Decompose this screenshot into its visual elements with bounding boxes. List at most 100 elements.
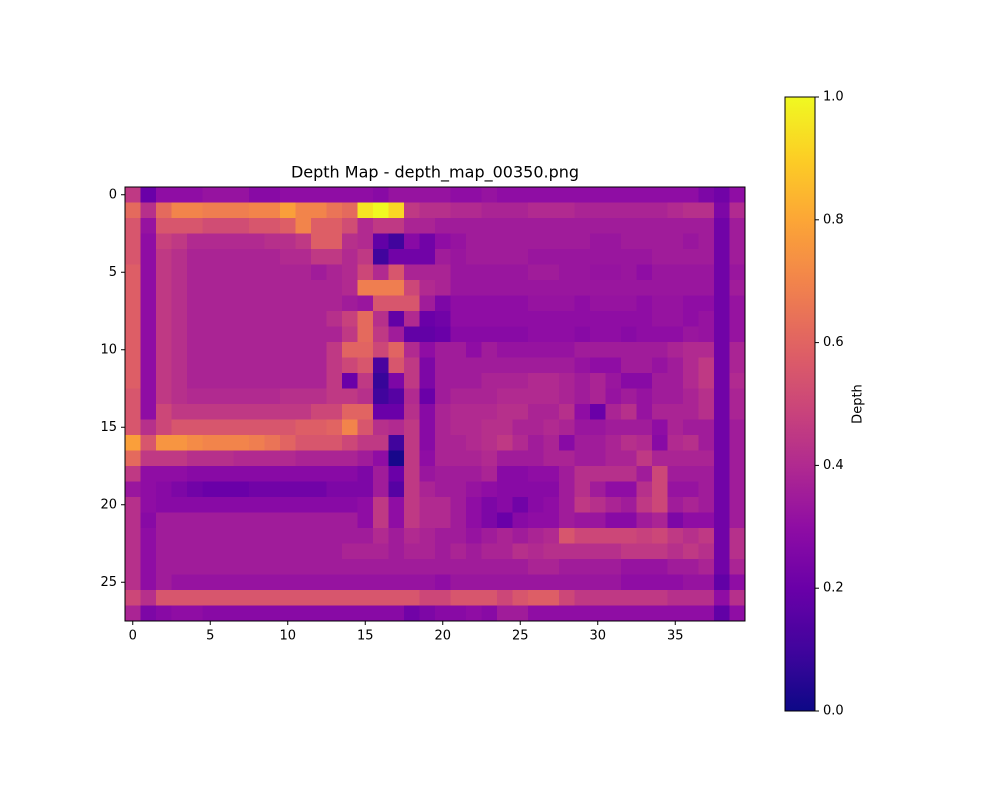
- heatmap-cell: [574, 590, 591, 606]
- heatmap-cell: [218, 233, 234, 250]
- heatmap-cell: [388, 419, 405, 436]
- heatmap-cell: [357, 404, 374, 420]
- colorbar: [784, 96, 816, 712]
- heatmap-cell: [156, 187, 172, 203]
- heatmap-cell: [140, 605, 157, 622]
- heatmap-cell: [171, 466, 188, 482]
- heatmap-cell: [652, 404, 668, 420]
- heatmap-cell: [450, 342, 467, 358]
- heatmap-cell: [125, 528, 141, 544]
- heatmap-cell: [621, 202, 637, 219]
- heatmap-cell: [311, 311, 327, 327]
- heatmap-cell: [714, 373, 730, 389]
- heatmap-cell: [512, 528, 529, 544]
- heatmap-cell: [574, 187, 591, 203]
- heatmap-cell: [435, 559, 451, 575]
- heatmap-cell: [667, 388, 684, 405]
- heatmap-cell: [280, 357, 296, 374]
- heatmap-cell: [140, 450, 157, 467]
- heatmap-cell: [605, 326, 622, 343]
- heatmap-cell: [342, 559, 358, 575]
- heatmap-cell: [295, 233, 312, 250]
- heatmap-cell: [156, 435, 172, 451]
- heatmap-cell: [171, 280, 188, 296]
- heatmap-cell: [559, 450, 575, 467]
- heatmap-cell: [729, 311, 746, 327]
- heatmap-cell: [187, 559, 203, 575]
- heatmap-cell: [652, 435, 668, 451]
- heatmap-cell: [404, 574, 420, 591]
- heatmap-cell: [311, 249, 327, 265]
- heatmap-cell: [202, 249, 219, 265]
- x-tick-label: 5: [206, 629, 214, 644]
- heatmap-cell: [342, 435, 358, 451]
- heatmap-cell: [156, 357, 172, 374]
- heatmap-cell: [249, 559, 265, 575]
- heatmap-cell: [729, 202, 746, 219]
- heatmap-cell: [373, 342, 389, 358]
- heatmap-cell: [574, 280, 591, 296]
- heatmap-cell: [621, 311, 637, 327]
- heatmap-cell: [652, 481, 668, 498]
- heatmap-cell: [590, 249, 606, 265]
- heatmap-cell: [419, 264, 436, 281]
- colorbar-label: Depth: [851, 384, 866, 424]
- heatmap-cell: [311, 264, 327, 281]
- heatmap-cell: [125, 187, 141, 203]
- x-tick-label: 15: [357, 629, 374, 644]
- x-tick-label: 25: [512, 629, 529, 644]
- heatmap-cell: [264, 187, 281, 203]
- heatmap-cell: [311, 481, 327, 498]
- heatmap-cell: [528, 388, 544, 405]
- heatmap-cell: [559, 342, 575, 358]
- heatmap-cell: [714, 280, 730, 296]
- heatmap-cell: [404, 512, 420, 529]
- heatmap-cell: [450, 543, 467, 560]
- heatmap-cell: [435, 435, 451, 451]
- heatmap-cell: [605, 202, 622, 219]
- heatmap-cell: [419, 450, 436, 467]
- heatmap-cell: [714, 357, 730, 374]
- heatmap-cell: [497, 187, 513, 203]
- heatmap-cell: [450, 311, 467, 327]
- heatmap-cell: [559, 187, 575, 203]
- heatmap-cell: [543, 512, 560, 529]
- heatmap-cell: [342, 280, 358, 296]
- y-tick-label: 5: [109, 265, 117, 280]
- heatmap-cell: [450, 450, 467, 467]
- heatmap-cell: [218, 264, 234, 281]
- heatmap-cell: [683, 187, 699, 203]
- heatmap-cell: [497, 559, 513, 575]
- heatmap-cell: [125, 481, 141, 498]
- x-tick-label: 20: [434, 629, 451, 644]
- heatmap-cell: [528, 419, 544, 436]
- heatmap-cell: [466, 481, 482, 498]
- heatmap-cell: [419, 357, 436, 374]
- heatmap-cell: [342, 202, 358, 219]
- heatmap-cell: [543, 295, 560, 312]
- heatmap-cell: [295, 373, 312, 389]
- heatmap-cell: [419, 574, 436, 591]
- heatmap-cell: [140, 419, 157, 436]
- heatmap-cell: [543, 528, 560, 544]
- heatmap-cell: [156, 543, 172, 560]
- heatmap-cell: [574, 605, 591, 622]
- heatmap-cell: [249, 202, 265, 219]
- heatmap-cell: [357, 497, 374, 513]
- heatmap-cell: [419, 528, 436, 544]
- heatmap-cell: [497, 497, 513, 513]
- heatmap-cell: [466, 357, 482, 374]
- heatmap-cell: [435, 218, 451, 234]
- heatmap-cell: [729, 450, 746, 467]
- heatmap-cell: [187, 342, 203, 358]
- chart-title: Depth Map - depth_map_00350.png: [291, 163, 579, 183]
- heatmap-cell: [218, 559, 234, 575]
- heatmap-cell: [450, 202, 467, 219]
- heatmap-cell: [698, 373, 715, 389]
- heatmap-cell: [326, 202, 343, 219]
- heatmap-cell: [466, 249, 482, 265]
- heatmap-cell: [311, 373, 327, 389]
- heatmap-cell: [388, 373, 405, 389]
- heatmap-cell: [652, 543, 668, 560]
- heatmap-cell: [125, 233, 141, 250]
